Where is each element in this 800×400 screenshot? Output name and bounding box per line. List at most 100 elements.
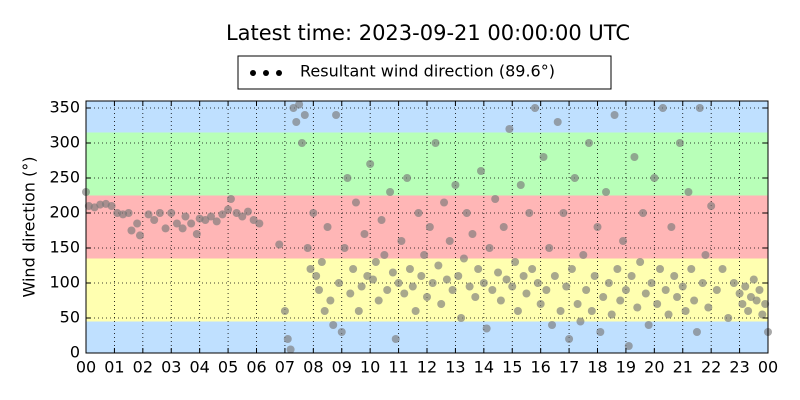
point [479,279,488,287]
x-tick-label: 22 [701,358,721,377]
point [124,209,133,217]
point [440,198,449,207]
point [701,251,710,259]
point [690,296,699,305]
y-tick-label: 300 [49,133,80,152]
point [474,265,483,273]
point [320,307,329,315]
point [349,265,358,273]
point [624,342,633,350]
point [462,209,471,217]
point [559,209,568,217]
point [505,125,514,133]
y-tick-label: 250 [49,168,80,187]
point [539,153,548,161]
point [553,118,562,126]
point [434,261,443,270]
point [633,303,642,312]
y-tick-label: 350 [49,98,80,117]
point [550,272,559,280]
point [707,202,716,210]
point [465,282,474,291]
x-tick-label: 19 [616,358,636,377]
x-tick-label: 08 [303,358,323,377]
point [403,174,412,182]
point [286,345,295,354]
point [519,272,528,280]
x-tick-label: 02 [133,358,153,377]
point [334,279,343,287]
point [619,237,628,245]
x-tick-label: 07 [275,358,295,377]
point [133,219,142,228]
point [323,223,332,231]
x-tick-label: 18 [587,358,607,377]
point [638,209,647,217]
point [536,300,545,308]
point [476,167,485,175]
point [317,258,326,266]
point [295,100,304,109]
x-tick-label: 21 [673,358,693,377]
y-axis-label: Wind direction (°) [20,157,39,298]
point [377,216,386,224]
point [374,296,383,305]
x-tick-label: 23 [729,358,749,377]
point [192,230,201,238]
point [388,268,397,277]
point [576,317,585,326]
point [482,324,491,333]
point [590,272,599,280]
x-tick-label: 14 [474,358,494,377]
point [692,328,701,336]
x-tick-label: 00 [76,358,96,377]
point [687,265,696,273]
legend-marker [276,70,282,76]
point [451,181,460,189]
point [650,174,659,182]
point [283,335,292,343]
point [397,237,406,245]
point [357,282,366,291]
point [758,310,767,319]
point [280,307,289,315]
point [712,286,721,294]
legend-marker [263,70,269,76]
point [513,307,522,315]
point [755,286,764,294]
point [684,188,693,196]
point [499,223,508,231]
x-tick-label: 15 [502,358,522,377]
point [303,244,312,252]
point [704,303,713,312]
point [738,300,747,308]
point [391,335,400,343]
point [354,307,363,315]
point [380,251,389,259]
point [150,216,159,224]
point [360,230,369,238]
point [511,258,520,266]
point [613,265,622,273]
point [653,300,662,308]
point [542,286,551,294]
point [187,219,196,228]
point [207,212,216,221]
point [405,265,414,273]
point [343,174,352,182]
point [741,282,750,291]
point [437,300,446,308]
point [471,293,480,301]
point [667,223,676,231]
point [502,275,511,284]
legend-marker [250,70,256,76]
point [127,226,136,235]
point [616,296,625,305]
point [641,289,650,298]
point [457,314,466,322]
band [86,101,768,133]
point [582,286,591,294]
chart-title: Latest time: 2023-09-21 00:00:00 UTC [226,21,630,45]
x-tick-label: 12 [417,358,437,377]
point [695,104,704,112]
